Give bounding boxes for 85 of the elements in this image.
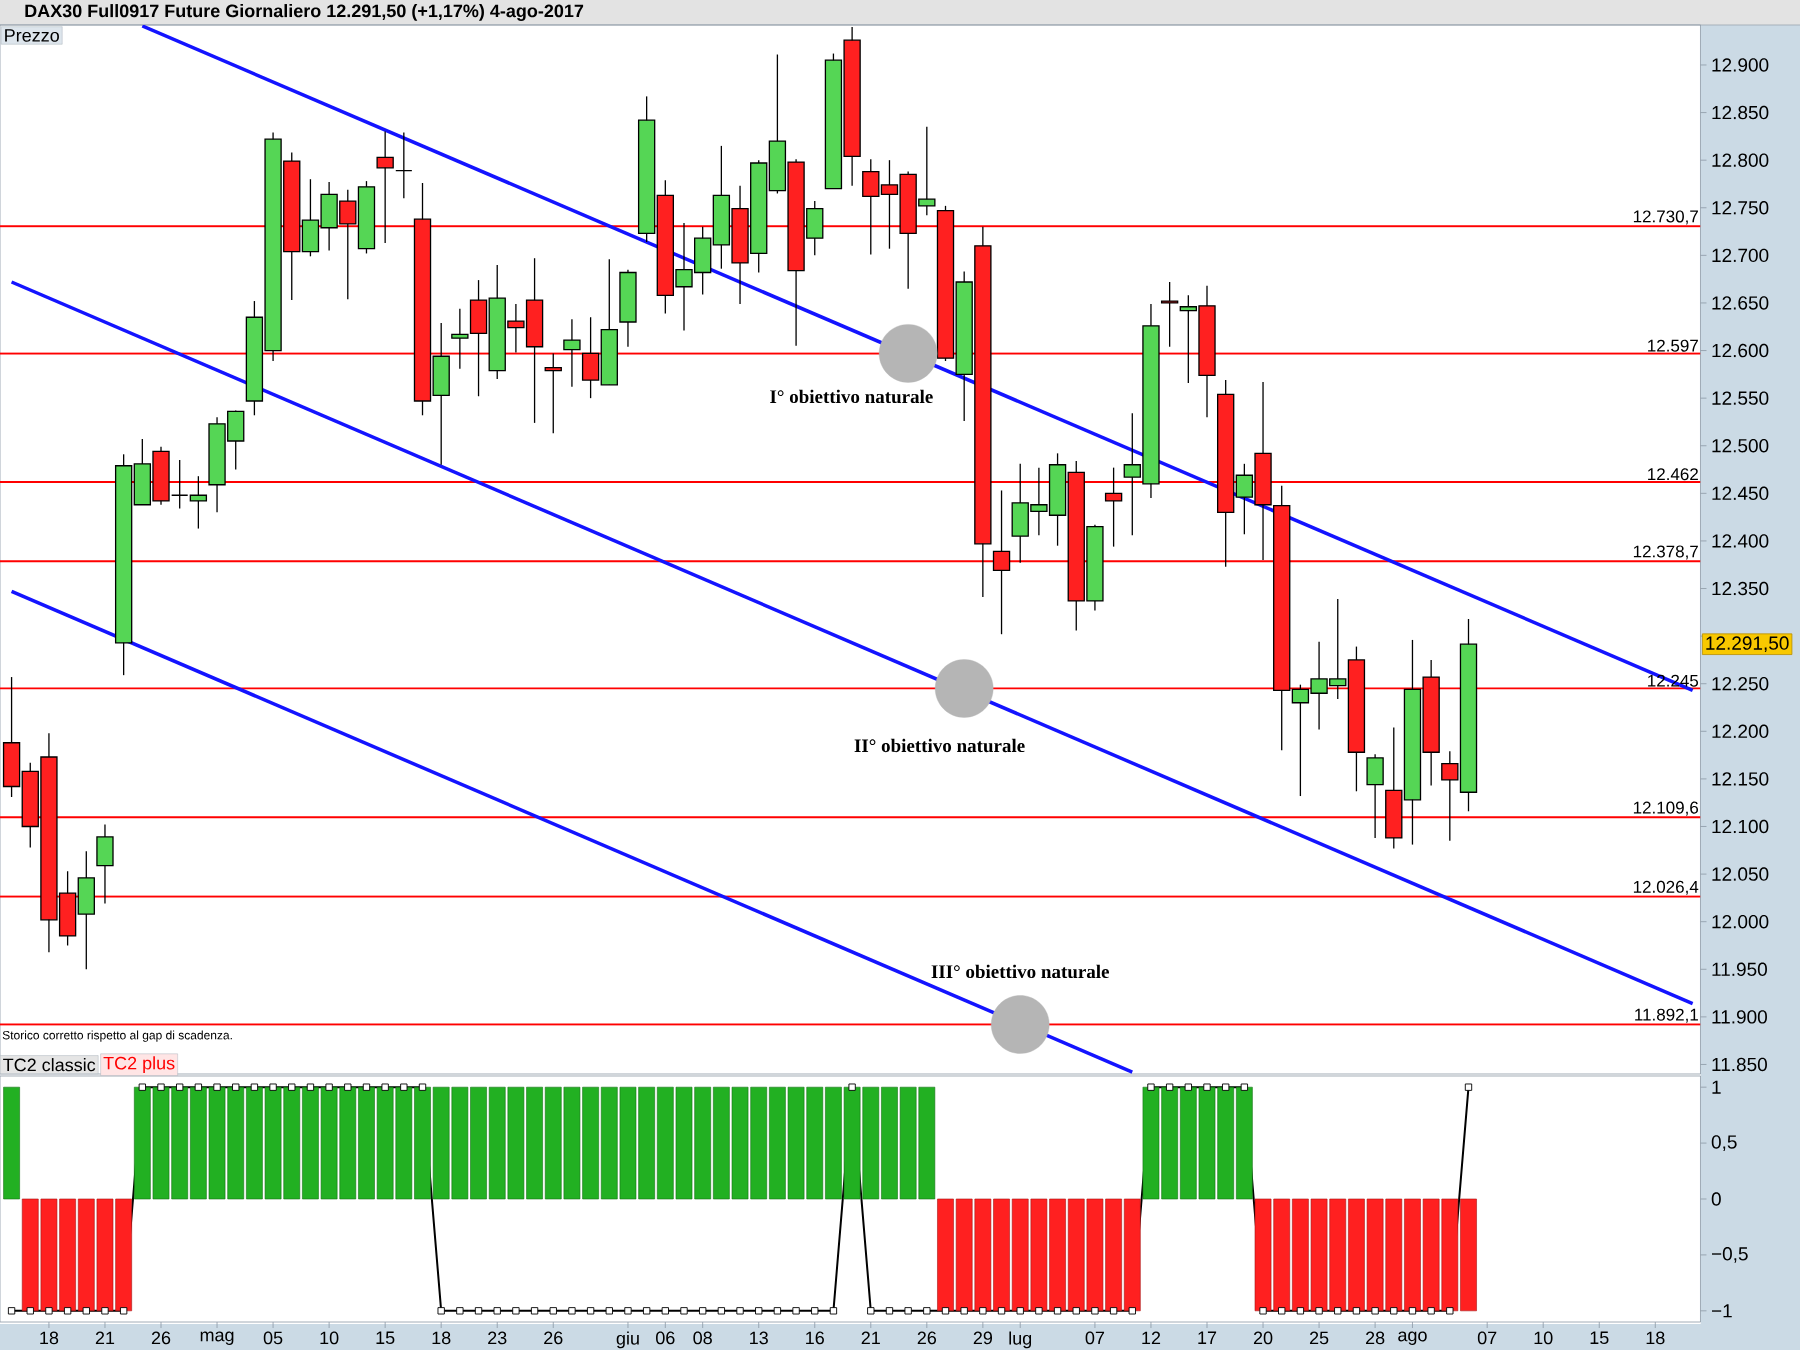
point — [991, 995, 1050, 1054]
x-tick-label: 10 — [1534, 1331, 1553, 1345]
y-tick-label: 12.250 — [1712, 676, 1769, 691]
x-tick-label: 26 — [544, 1331, 563, 1345]
x-tick-label: 13 — [750, 1331, 768, 1345]
y-tick-label: −0,5 — [1711, 1247, 1748, 1263]
y-tick-label: 11.950 — [1712, 962, 1767, 977]
y-tick-label: 12.200 — [1712, 724, 1769, 739]
x-tick-label: 25 — [1309, 1331, 1329, 1345]
annotation: I° obiettivo naturale — [770, 389, 933, 404]
x-tick-label: lug — [1009, 1331, 1032, 1349]
candlestick — [451, 308, 469, 370]
ref-line-label: 12.462 — [1648, 468, 1698, 481]
text: 12.291,50 — [1706, 636, 1789, 653]
x-tick-label: 21 — [95, 1331, 115, 1345]
x-tick-label: 26 — [917, 1331, 937, 1345]
x-tick-label: 15 — [376, 1331, 395, 1345]
y-axis-title: Prezzo — [5, 29, 59, 42]
y-tick-label: 12.750 — [1712, 201, 1769, 215]
series-label: TC2 plus — [103, 1056, 175, 1074]
candlestick — [563, 318, 581, 388]
annotation: III° obiettivo naturale — [931, 964, 1110, 979]
ref-line-label: 12.378,7 — [1633, 545, 1698, 560]
x-tick-label: 08 — [693, 1331, 712, 1345]
candlestick — [171, 459, 189, 510]
x-tick-label: 17 — [1198, 1331, 1217, 1344]
x-tick-label: 20 — [1253, 1331, 1273, 1345]
x-tick-label: 21 — [861, 1331, 880, 1345]
candlestick — [395, 131, 413, 199]
point — [878, 324, 938, 383]
candlestick — [1104, 466, 1123, 548]
x-tick-label: 10 — [320, 1331, 339, 1345]
x-tick-label: giu — [616, 1331, 639, 1349]
y-tick-label: 12.650 — [1712, 296, 1769, 310]
x-tick-label: 16 — [806, 1331, 824, 1345]
ref-line-label: 12.597 — [1648, 339, 1698, 352]
candlestick — [1160, 281, 1179, 348]
y-tick-label: 12.600 — [1712, 343, 1769, 358]
y-tick-label: 12.550 — [1712, 391, 1769, 405]
x-tick-label: 12 — [1142, 1331, 1161, 1345]
y-tick-label: 12.500 — [1712, 439, 1769, 453]
x-tick-label: 07 — [1477, 1331, 1497, 1345]
x-tick-label: 18 — [1646, 1331, 1665, 1345]
x-tick-label: ago — [1398, 1331, 1427, 1345]
x-tick-label: 07 — [1085, 1331, 1105, 1345]
y-tick-label: 12.400 — [1712, 534, 1769, 548]
y-tick-label: 1 — [1712, 1080, 1721, 1094]
x-tick-label: 23 — [488, 1331, 507, 1345]
y-tick-label: 11.900 — [1712, 1010, 1767, 1024]
annotation: Storico corretto rispetto al gap di scadenza. — [2, 1030, 232, 1042]
annotation: II° obiettivo naturale — [854, 738, 1025, 753]
x-tick-label: 29 — [973, 1331, 993, 1345]
y-tick-label: 0 — [1711, 1192, 1721, 1206]
point — [934, 659, 994, 718]
y-tick-label: 12.150 — [1712, 772, 1769, 786]
ref-line-label: 12.026,4 — [1633, 880, 1699, 895]
x-tick-label: 15 — [1590, 1331, 1609, 1345]
x-tick-label: 18 — [432, 1331, 451, 1345]
candlestick — [544, 352, 562, 435]
y-tick-label: 12.700 — [1712, 248, 1769, 263]
text: TC2 classic — [3, 1058, 96, 1072]
x-tick-label: 18 — [40, 1331, 59, 1345]
candlestick — [992, 489, 1011, 635]
x-tick-label: 05 — [263, 1331, 283, 1345]
y-tick-label: 11.850 — [1712, 1057, 1767, 1072]
ref-line-label: 12.109,6 — [1633, 801, 1699, 816]
y-tick-label: 12.850 — [1712, 105, 1769, 120]
y-tick-label: 12.800 — [1712, 153, 1769, 167]
x-tick-label: 26 — [151, 1331, 171, 1345]
y-tick-label: 12.350 — [1712, 581, 1769, 596]
y-tick-label: 12.000 — [1712, 914, 1769, 929]
candlestick — [376, 130, 394, 244]
y-tick-label: 12.450 — [1712, 486, 1769, 501]
x-tick-label: mag — [200, 1331, 234, 1345]
y-tick-label: 12.100 — [1712, 819, 1769, 834]
candlestick — [189, 475, 208, 530]
x-tick-label: 06 — [656, 1331, 675, 1345]
y-tick-label: −1 — [1711, 1304, 1732, 1318]
y-tick-label: 0,5 — [1711, 1135, 1737, 1151]
chart-title: DAX30 Full0917 Future Giornaliero 12.291,50 (+1,17%) 4-ago-2017 — [25, 4, 584, 21]
y-tick-label: 12.900 — [1712, 58, 1769, 72]
ref-line-label: 12.730,7 — [1633, 210, 1698, 225]
ref-line-label: 11.892,1 — [1635, 1008, 1698, 1023]
y-tick-label: 12.050 — [1712, 867, 1769, 881]
x-tick-label: 28 — [1366, 1331, 1385, 1345]
